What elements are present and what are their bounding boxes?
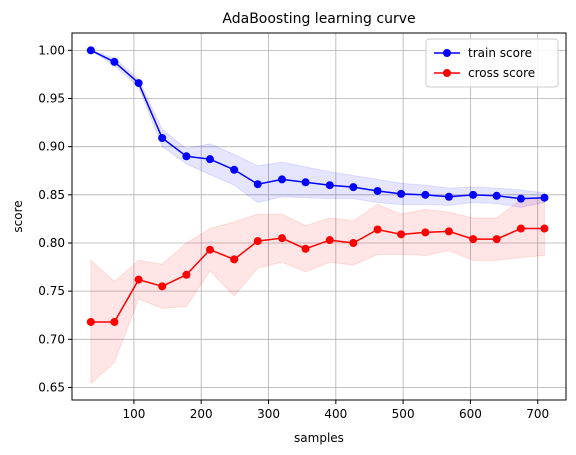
cross-score-point xyxy=(349,238,358,247)
y-tick-label: 0.70 xyxy=(38,332,65,346)
train-score-point xyxy=(516,194,525,203)
y-tick-label: 0.75 xyxy=(38,284,65,298)
series-layer xyxy=(86,46,549,326)
train-score-point xyxy=(373,186,382,195)
confidence-bands xyxy=(90,49,545,385)
cross-score-point xyxy=(205,245,214,254)
cross-score-point xyxy=(325,236,334,245)
cross-score-band xyxy=(90,199,545,385)
y-tick-label: 0.95 xyxy=(38,92,65,106)
train-score-point xyxy=(540,193,549,202)
x-tick-label: 500 xyxy=(392,407,415,421)
x-tick-label: 200 xyxy=(190,407,213,421)
train-score-point xyxy=(134,79,143,88)
train-score-line xyxy=(90,49,545,200)
train-score-point xyxy=(86,46,95,55)
cross-score-point xyxy=(540,224,549,233)
y-tick-label: 0.85 xyxy=(38,188,65,202)
x-tick-label: 400 xyxy=(324,407,347,421)
train-score-point xyxy=(110,57,119,66)
y-tick-label: 0.80 xyxy=(38,236,65,250)
cross-score-line xyxy=(90,227,545,323)
legend: train score cross score xyxy=(425,38,559,88)
cross-score-point xyxy=(134,275,143,284)
x-tick-label: 100 xyxy=(122,407,145,421)
cross-score-point xyxy=(230,255,239,264)
cross-score-point xyxy=(253,237,262,246)
train-score-point xyxy=(325,181,334,190)
train-score-point xyxy=(349,183,358,192)
x-tick-label: 700 xyxy=(526,407,549,421)
cross-score-point xyxy=(277,234,286,243)
y-tick-label: 1.00 xyxy=(38,43,65,57)
train-score-point xyxy=(421,190,430,199)
tick-layer: 100 200 300 400 500 600 700 0.65 0.70 0.75 0.80 0.8… xyxy=(38,43,549,421)
legend-marker-cross-score xyxy=(443,69,451,77)
grid-layer xyxy=(72,33,566,400)
cross-score-point xyxy=(182,270,191,279)
train-score-point xyxy=(253,180,262,189)
cross-score-point xyxy=(397,230,406,239)
y-tick-label: 0.90 xyxy=(38,140,65,154)
plot-frame xyxy=(71,32,567,401)
cross-score-point xyxy=(444,227,453,236)
legend-label-train-score: train score xyxy=(468,46,532,60)
cross-score-point xyxy=(86,317,95,326)
cross-score-point xyxy=(516,224,525,233)
train-score-point xyxy=(301,178,310,187)
train-score-point xyxy=(469,190,478,199)
train-score-point xyxy=(397,189,406,198)
chart-title: AdaBoosting learning curve xyxy=(222,11,415,27)
train-score-point xyxy=(277,175,286,184)
y-tick-label: 0.65 xyxy=(38,380,65,394)
cross-score-point xyxy=(158,282,167,291)
cross-score-point xyxy=(301,244,310,253)
train-score-point xyxy=(158,133,167,142)
train-score-point xyxy=(205,155,214,164)
cross-score-point xyxy=(421,228,430,237)
train-score-point xyxy=(492,191,501,200)
train-score-point xyxy=(230,165,239,174)
train-score-point xyxy=(444,192,453,201)
legend-label-cross-score: cross score xyxy=(468,66,535,80)
cross-score-point xyxy=(373,225,382,234)
y-axis-label: score xyxy=(11,200,25,232)
cross-score-point xyxy=(492,235,501,244)
x-axis-label: samples xyxy=(294,431,344,445)
x-tick-label: 300 xyxy=(257,407,280,421)
train-score-point xyxy=(182,152,191,161)
legend-box xyxy=(425,38,559,88)
cross-score-point xyxy=(110,317,119,326)
x-tick-label: 600 xyxy=(459,407,482,421)
cross-score-point xyxy=(469,235,478,244)
legend-marker-train-score xyxy=(443,49,451,57)
